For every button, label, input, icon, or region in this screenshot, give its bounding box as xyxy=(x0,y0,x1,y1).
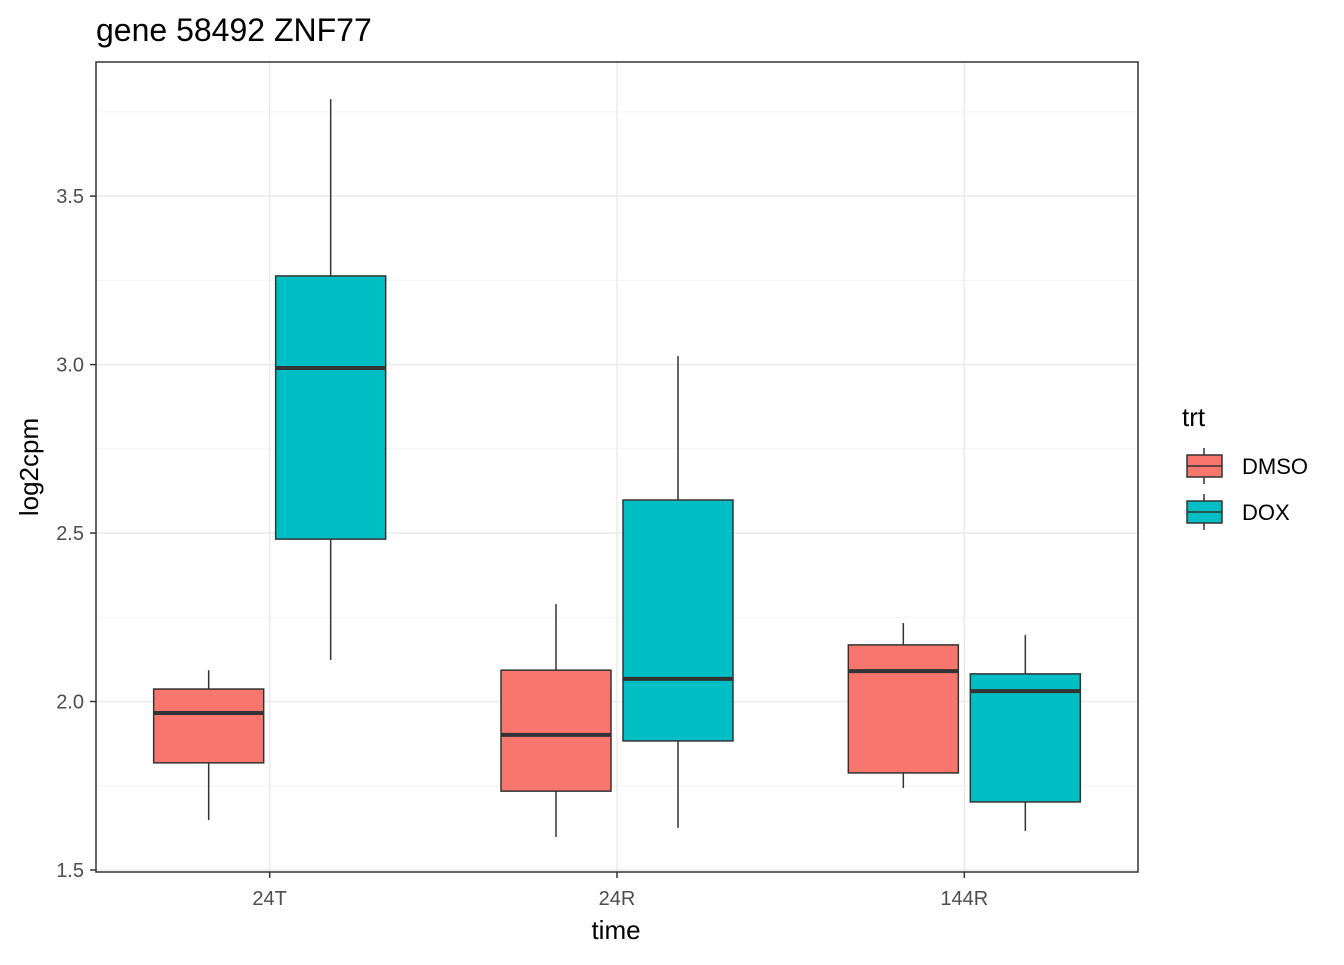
x-tick-label: 24T xyxy=(252,888,286,910)
box-iqr xyxy=(622,499,734,742)
box-dmso-24r xyxy=(500,604,612,837)
chart-title: gene 58492 ZNF77 xyxy=(96,12,372,48)
legend-key-dox xyxy=(1186,494,1223,530)
box-dmso-144r xyxy=(847,623,960,789)
box-dox-144r xyxy=(969,635,1082,831)
box-iqr xyxy=(500,669,612,792)
box-dmso-24t xyxy=(152,670,265,821)
legend-key-dmso xyxy=(1186,448,1223,484)
box-iqr xyxy=(969,673,1082,803)
y-tick-label: 3.0 xyxy=(56,355,84,377)
legend-title: trt xyxy=(1182,402,1206,432)
x-tick-label: 24R xyxy=(599,888,636,910)
box-iqr xyxy=(847,644,960,774)
y-tick-label: 2.5 xyxy=(56,523,84,545)
box-dox-24r xyxy=(622,356,734,828)
y-tick-label: 2.0 xyxy=(56,692,84,714)
box-iqr xyxy=(152,688,265,764)
x-axis-label: time xyxy=(591,915,640,945)
y-axis-label: log2cpm xyxy=(14,418,44,516)
y-tick-label: 1.5 xyxy=(56,860,84,882)
x-tick-label: 144R xyxy=(940,888,988,910)
legend-label: DMSO xyxy=(1242,454,1308,479)
legend-label: DOX xyxy=(1242,500,1290,525)
legend: trt DMSO DOX xyxy=(1182,402,1308,530)
box-iqr xyxy=(274,275,387,540)
box-dox-24t xyxy=(274,99,387,661)
y-tick-label: 3.5 xyxy=(56,186,84,208)
